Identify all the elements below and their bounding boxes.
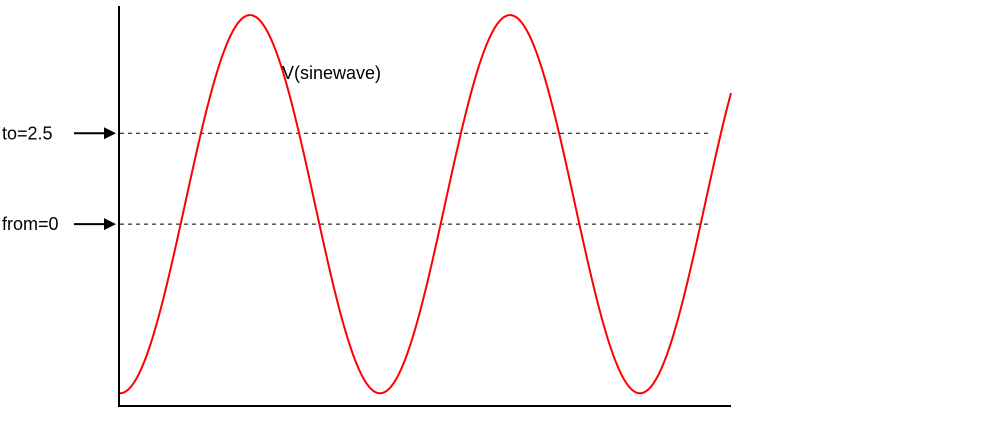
reference-arrowhead-from: [104, 218, 116, 231]
series-label-sinewave: V(sinewave): [282, 63, 381, 83]
reference-label-to: to=2.5: [2, 123, 53, 143]
series-line-sinewave: [119, 14, 732, 395]
reference-arrowhead-to: [104, 127, 116, 140]
reference-label-from: from=0: [2, 214, 59, 234]
reference-line-from: from=0: [2, 214, 712, 234]
reference-line-to: to=2.5: [2, 123, 712, 143]
